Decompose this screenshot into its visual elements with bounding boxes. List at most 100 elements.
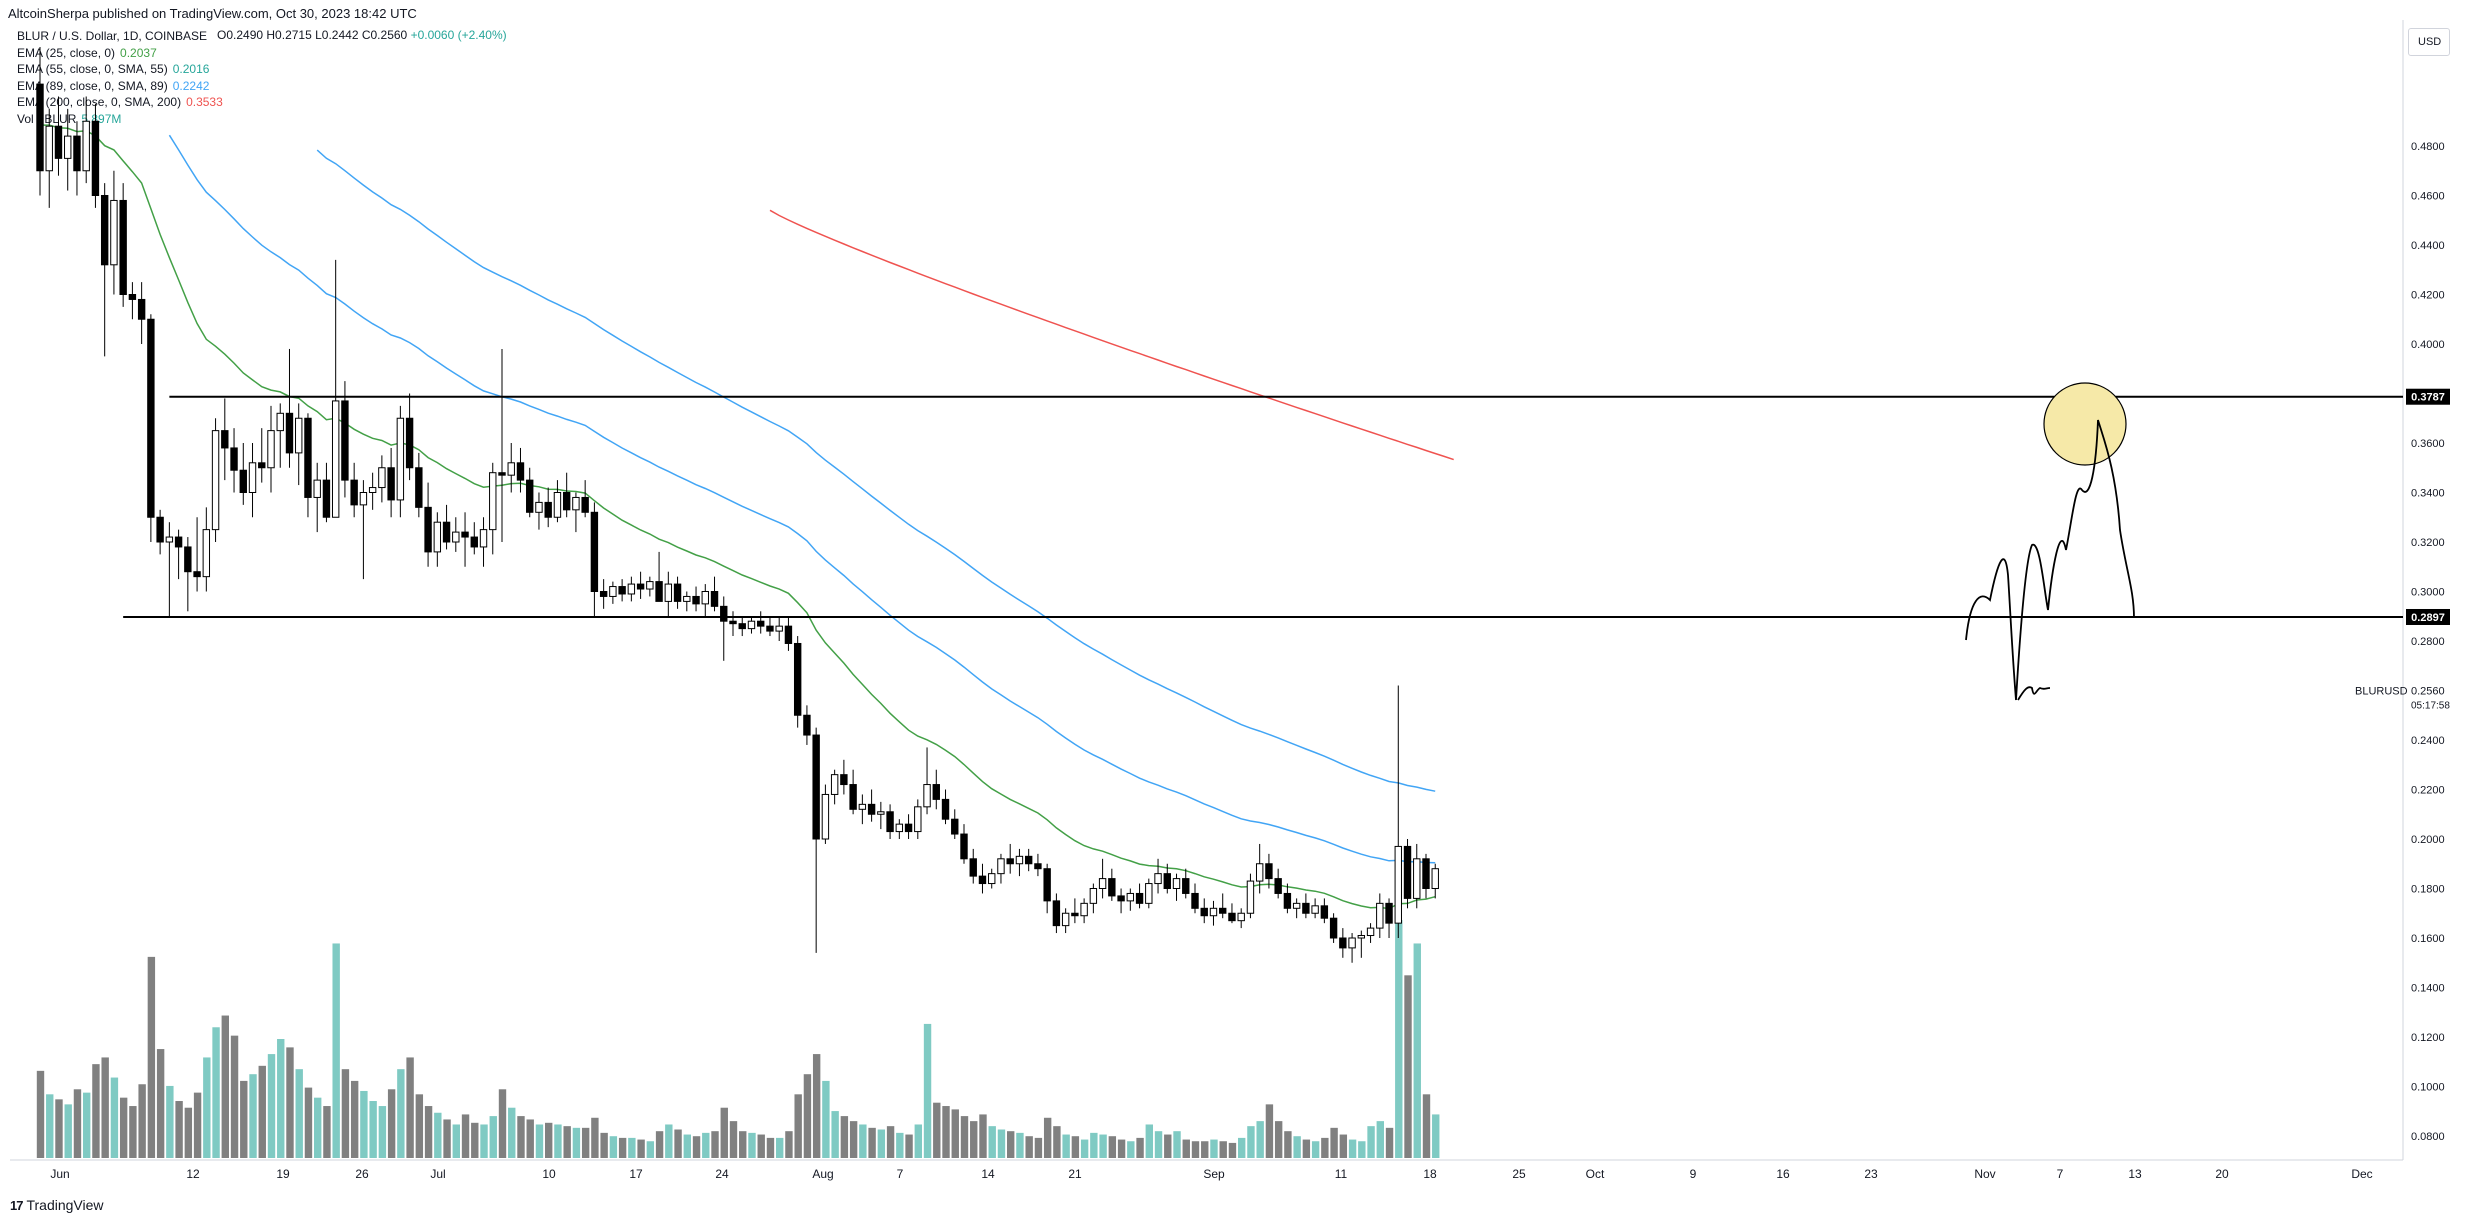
candle-body [562, 492, 571, 511]
candle-body [405, 417, 414, 469]
time-tick-label: 23 [1864, 1167, 1878, 1181]
candle [1145, 878, 1153, 909]
candle-body [433, 521, 442, 553]
candle-body [1274, 878, 1282, 894]
volume-bar [1256, 1121, 1264, 1158]
candle [830, 769, 839, 805]
volume-bar [1265, 1104, 1274, 1158]
volume-bar [397, 1069, 405, 1158]
volume-bar [1228, 1142, 1237, 1158]
volume-bar [711, 1131, 719, 1158]
legend-volume[interactable]: Vol · BLUR 5.897M [17, 111, 122, 126]
volume-bar [572, 1127, 581, 1158]
candle [1024, 848, 1033, 872]
candle [895, 819, 904, 839]
price-tick-label: 0.3000 [2411, 587, 2445, 599]
candle-body [137, 298, 146, 320]
volume-bar [877, 1129, 886, 1158]
candle [655, 551, 663, 602]
candle-body [1117, 895, 1125, 902]
volume-bar [1062, 1134, 1070, 1158]
ema-89-line [316, 149, 1436, 792]
candle [1302, 893, 1310, 919]
candle-body [1034, 863, 1042, 870]
candle [64, 108, 72, 191]
candle [720, 596, 728, 661]
volume-bar [1117, 1139, 1126, 1158]
volume-bar [110, 1077, 119, 1158]
candle [184, 537, 192, 612]
volume-bar [739, 1131, 747, 1158]
candle-countdown-label: 05:17:58 [2411, 700, 2450, 711]
candle-body [1024, 855, 1033, 865]
volume-bar [979, 1114, 987, 1158]
candle-body [1135, 892, 1144, 904]
candle-body [470, 536, 478, 548]
price-tick-label: 0.1800 [2411, 884, 2445, 896]
volume-bar [1247, 1126, 1255, 1158]
volume-bar [323, 1106, 331, 1158]
candle [415, 452, 423, 518]
volume-bar [535, 1124, 544, 1158]
candle-body [285, 412, 294, 454]
ema-55-line [168, 134, 1436, 864]
candle-body [387, 467, 395, 501]
candle [692, 586, 700, 612]
candle [54, 96, 63, 176]
candle-body [313, 479, 321, 498]
candle-body [784, 625, 793, 644]
volume-bar [230, 1035, 239, 1158]
candle [128, 282, 137, 320]
candle [572, 492, 580, 533]
candle [877, 801, 885, 830]
candle [599, 579, 608, 609]
time-tick-label: 24 [715, 1167, 729, 1181]
candle [757, 611, 765, 634]
candle-body [923, 784, 931, 808]
candle-body [64, 135, 72, 159]
legend-ema55[interactable]: EMA (55, close, 0, SMA, 55) 0.2016 [17, 62, 210, 76]
volume-bar [1367, 1126, 1375, 1158]
candle-body [988, 873, 996, 885]
currency-selector[interactable] [2408, 28, 2450, 56]
volume-bar [988, 1126, 996, 1158]
volume-bar [628, 1137, 636, 1158]
volume-bar [55, 1099, 63, 1158]
candle-body [747, 620, 756, 630]
legend-ema25[interactable]: EMA (25, close, 0) 0.2037 [17, 45, 157, 60]
volume-bar [1219, 1141, 1227, 1158]
candle-body [1015, 855, 1024, 865]
chart-symbol-row[interactable]: BLUR / U.S. Dollar, 1D, COINBASE [17, 29, 208, 43]
annotation-freehand-path [1965, 419, 2135, 701]
legend-ema89[interactable]: EMA (89, close, 0, SMA, 89) 0.2242 [17, 78, 210, 93]
candle [36, 47, 44, 196]
price-tick-label: 0.2000 [2411, 834, 2445, 846]
candle-body [489, 472, 497, 531]
volume-bar [683, 1134, 691, 1158]
candle-body [1154, 873, 1162, 885]
candle-body [110, 199, 118, 266]
candle [45, 108, 53, 208]
candle-body [100, 195, 109, 266]
time-tick-label: Sep [1203, 1167, 1225, 1181]
volume-bar [970, 1121, 978, 1158]
volume-bar [591, 1117, 599, 1158]
volume-bar [480, 1124, 488, 1158]
candle-body [590, 511, 599, 592]
candle-body [951, 818, 959, 835]
candle-body [636, 583, 645, 590]
footer: 17 TradingView [10, 1197, 104, 1213]
price-tick-label: 0.4400 [2411, 240, 2445, 252]
price-tick-label: 0.3200 [2411, 537, 2445, 549]
candle-body [507, 462, 515, 476]
candle [812, 727, 820, 953]
volume-bar [147, 956, 156, 1158]
volume-bar [720, 1107, 728, 1158]
candle [609, 581, 617, 604]
candle [951, 809, 959, 839]
candle [1126, 888, 1135, 911]
volume-bar [119, 1097, 128, 1158]
volume-bar [702, 1132, 710, 1158]
candle [840, 759, 848, 795]
